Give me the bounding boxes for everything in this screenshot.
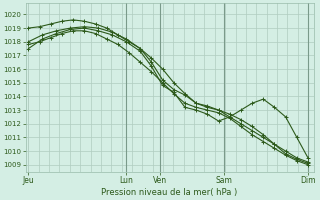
X-axis label: Pression niveau de la mer( hPa ): Pression niveau de la mer( hPa ) <box>101 188 238 197</box>
